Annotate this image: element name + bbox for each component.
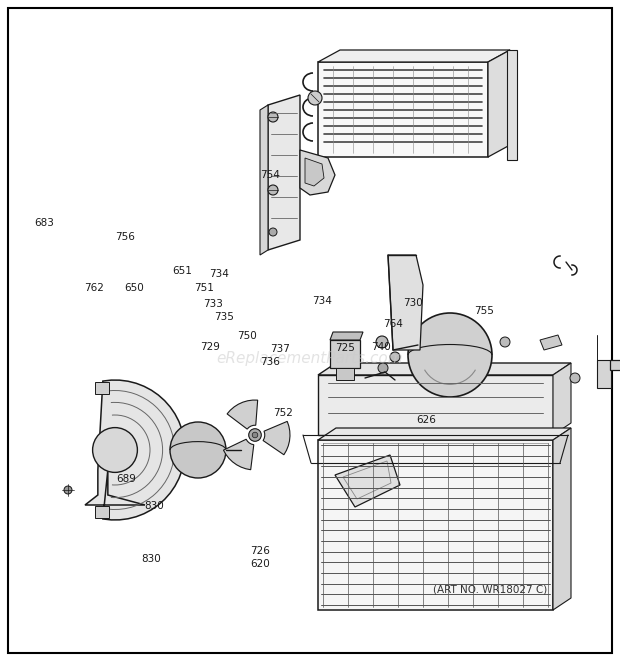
Polygon shape	[540, 335, 562, 350]
Text: 830: 830	[141, 553, 161, 564]
Text: 830: 830	[144, 500, 164, 511]
Polygon shape	[318, 363, 571, 375]
Polygon shape	[85, 380, 185, 520]
Bar	[336, 368, 354, 380]
Circle shape	[500, 337, 510, 347]
Text: 762: 762	[84, 282, 104, 293]
Text: 750: 750	[237, 330, 257, 341]
Text: (ART NO. WR18027 C): (ART NO. WR18027 C)	[433, 585, 547, 595]
Polygon shape	[318, 50, 510, 62]
Text: eReplacementParts.com: eReplacementParts.com	[216, 350, 404, 366]
Bar	[318, 375, 553, 435]
Polygon shape	[268, 95, 300, 250]
Text: 620: 620	[250, 559, 270, 569]
Text: 725: 725	[335, 343, 355, 354]
Polygon shape	[263, 421, 290, 455]
Polygon shape	[553, 428, 571, 610]
Bar	[318, 62, 488, 157]
Circle shape	[269, 228, 277, 236]
Circle shape	[252, 432, 258, 438]
Circle shape	[376, 336, 388, 348]
Text: 735: 735	[215, 312, 234, 323]
Text: 764: 764	[383, 319, 403, 329]
Text: 683: 683	[34, 218, 54, 229]
Circle shape	[570, 373, 580, 383]
Bar	[597, 360, 611, 388]
Circle shape	[64, 486, 72, 494]
Polygon shape	[553, 363, 571, 435]
Text: 729: 729	[200, 342, 220, 352]
Text: 736: 736	[260, 357, 280, 368]
Polygon shape	[388, 255, 423, 350]
Polygon shape	[610, 360, 620, 395]
Circle shape	[268, 185, 278, 195]
Circle shape	[408, 313, 492, 397]
Text: 740: 740	[371, 342, 391, 352]
Bar	[95, 506, 109, 518]
Polygon shape	[300, 150, 335, 195]
Text: 626: 626	[417, 414, 436, 425]
Bar	[507, 50, 517, 160]
Circle shape	[378, 363, 388, 373]
Text: 751: 751	[194, 282, 214, 293]
Bar	[95, 382, 109, 394]
Text: 755: 755	[474, 305, 494, 316]
Polygon shape	[223, 440, 254, 470]
Text: 756: 756	[115, 231, 135, 242]
Circle shape	[308, 91, 322, 105]
Text: 752: 752	[273, 408, 293, 418]
Polygon shape	[318, 428, 571, 440]
Polygon shape	[330, 332, 363, 340]
Bar	[330, 340, 360, 368]
Text: 689: 689	[117, 474, 136, 485]
Polygon shape	[335, 455, 400, 507]
Text: 726: 726	[250, 545, 270, 556]
Bar	[318, 440, 553, 610]
Polygon shape	[227, 400, 258, 429]
Polygon shape	[305, 158, 324, 186]
Text: 650: 650	[124, 282, 144, 293]
Text: 651: 651	[172, 266, 192, 276]
Polygon shape	[488, 50, 510, 157]
Text: 734: 734	[312, 295, 332, 306]
Text: 754: 754	[260, 170, 280, 180]
Circle shape	[390, 352, 400, 362]
Circle shape	[92, 428, 138, 473]
Text: 730: 730	[403, 297, 423, 308]
Circle shape	[249, 429, 261, 442]
Circle shape	[268, 112, 278, 122]
Text: 733: 733	[203, 299, 223, 309]
Circle shape	[170, 422, 226, 478]
Text: 734: 734	[210, 269, 229, 280]
Text: 737: 737	[270, 344, 290, 354]
Polygon shape	[260, 105, 268, 255]
